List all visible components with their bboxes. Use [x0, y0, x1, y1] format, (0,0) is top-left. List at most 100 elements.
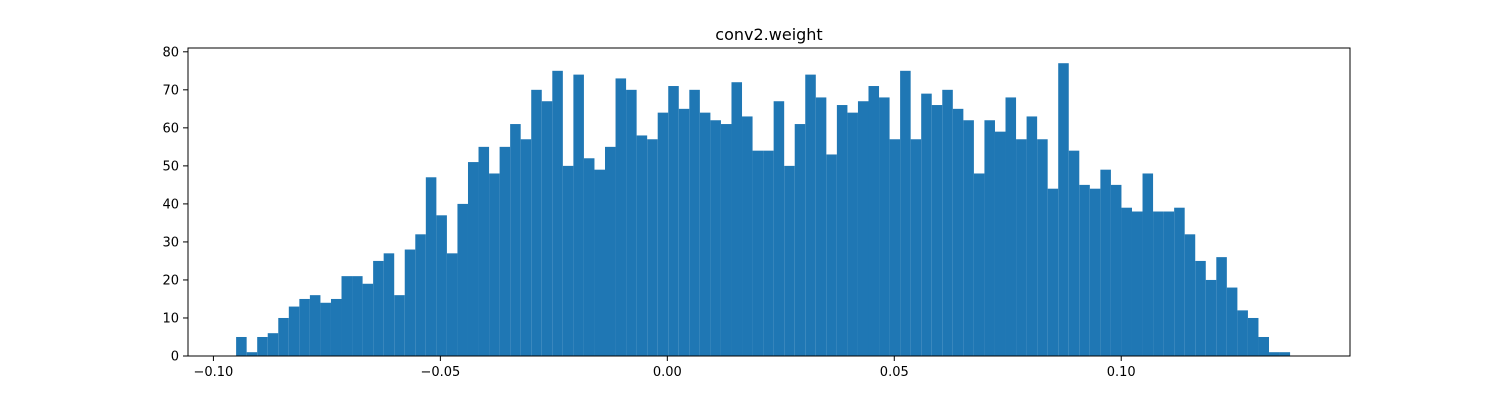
histogram-bar — [499, 146, 511, 356]
histogram-bar — [889, 139, 901, 356]
histogram-bar — [720, 124, 732, 357]
histogram-bar — [826, 154, 837, 356]
histogram-bar — [615, 78, 627, 357]
x-axis-ticks: −0.10 −0.05 0.00 0.05 0.10 — [193, 356, 1136, 380]
histogram-bar — [678, 108, 690, 356]
histogram-bar — [531, 89, 542, 357]
histogram-bar — [847, 112, 858, 357]
histogram-bar — [963, 120, 974, 356]
histogram-bar — [763, 150, 774, 356]
histogram-bar — [636, 135, 648, 356]
histogram-bar — [752, 150, 764, 356]
histogram-bar — [352, 276, 363, 356]
histogram-bar — [1058, 63, 1069, 357]
histogram-bar — [552, 70, 563, 356]
histogram-bar — [299, 298, 310, 356]
histogram-bar — [710, 120, 721, 356]
y-tick-label: 20 — [162, 273, 179, 288]
histogram-bar — [689, 89, 700, 357]
y-tick-label: 60 — [162, 121, 179, 136]
histogram-bar — [383, 253, 395, 356]
histogram-bar — [1068, 150, 1080, 356]
histogram-bar — [994, 131, 1006, 356]
chart-title: conv2.weight — [715, 25, 822, 44]
x-tick-label: 0.10 — [1107, 365, 1136, 380]
y-tick-label: 10 — [162, 311, 179, 326]
histogram-bar — [699, 112, 711, 357]
histogram-bar — [942, 89, 953, 357]
histogram-bar — [1174, 207, 1185, 356]
histogram-bar — [520, 139, 532, 356]
histogram-bar — [478, 146, 490, 356]
histogram-bar — [857, 101, 869, 357]
x-tick-label: −0.05 — [420, 365, 460, 380]
histogram-bar — [647, 139, 658, 356]
plot-frame — [187, 47, 1351, 357]
y-tick-label: 40 — [162, 197, 179, 212]
histogram-bar — [562, 165, 574, 356]
histogram-bar — [1079, 184, 1090, 356]
histogram-bar — [1100, 169, 1111, 356]
y-axis-ticks: 0 10 20 30 40 50 60 70 80 — [162, 45, 188, 365]
histogram-bar — [1184, 234, 1196, 356]
histogram-bar — [805, 74, 816, 357]
histogram-bar — [415, 234, 426, 356]
histogram-bar — [1089, 188, 1101, 356]
histogram-bar — [309, 295, 321, 356]
y-tick-label: 80 — [162, 45, 179, 60]
histogram-bar — [246, 352, 258, 356]
histogram-bar — [278, 317, 289, 356]
histogram-bar — [573, 74, 584, 357]
histogram-bar — [541, 101, 553, 357]
histogram-bar — [1005, 97, 1017, 356]
histogram-bar — [288, 306, 300, 356]
histogram-bar — [583, 158, 595, 356]
histogram-bar — [1226, 287, 1238, 356]
histogram-bar — [1216, 257, 1227, 356]
histogram-bar — [836, 105, 848, 356]
histogram-bar — [1110, 184, 1122, 356]
histogram-bar — [341, 276, 353, 356]
histogram-bar — [330, 298, 342, 356]
histogram-bar — [1163, 211, 1175, 356]
histogram-bar — [373, 260, 384, 356]
histogram-bar — [1142, 173, 1154, 356]
histogram-bar — [257, 336, 268, 356]
histogram-bar — [425, 177, 437, 356]
histogram-bar — [320, 302, 331, 356]
histogram-bar — [1205, 279, 1217, 356]
histogram-bars — [236, 63, 1291, 357]
histogram-bar — [510, 124, 521, 357]
histogram-bar — [773, 101, 785, 357]
y-tick-label: 70 — [162, 83, 179, 98]
histogram-bar — [362, 283, 374, 356]
histogram-bar — [467, 162, 479, 356]
histogram-bar — [921, 93, 932, 356]
histogram-bar — [436, 215, 447, 356]
histogram-bar — [1153, 211, 1164, 356]
histogram-bar — [1026, 116, 1038, 356]
histogram-bar — [952, 108, 964, 356]
histogram-bar — [1121, 207, 1132, 356]
histogram-bar — [931, 105, 943, 356]
histogram-bar — [1016, 139, 1027, 356]
histogram-bar — [815, 97, 827, 356]
histogram-bar — [457, 203, 468, 356]
histogram-bar — [267, 333, 279, 356]
histogram-bar — [742, 116, 753, 356]
histogram-bar — [236, 336, 247, 356]
histogram-bar — [446, 253, 458, 356]
histogram-bar — [1258, 336, 1270, 356]
histogram-bar — [1279, 352, 1291, 356]
histogram-bar — [1195, 260, 1206, 356]
y-tick-label: 50 — [162, 159, 179, 174]
histogram-bar — [879, 97, 890, 356]
histogram-bar — [1237, 310, 1248, 356]
histogram-bar — [1047, 188, 1059, 356]
x-tick-label: 0.00 — [653, 365, 682, 380]
histogram-bar — [900, 70, 911, 356]
histogram-bar — [1247, 317, 1259, 356]
histogram-bar — [731, 82, 743, 356]
histogram-bar — [784, 165, 795, 356]
y-tick-label: 30 — [162, 235, 179, 250]
